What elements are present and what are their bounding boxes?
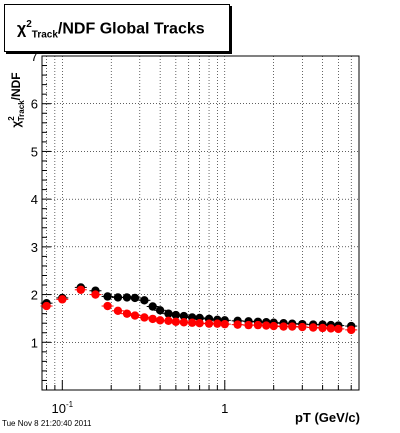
data-point [187, 318, 197, 327]
plot-frame [41, 55, 360, 391]
data-point [326, 324, 336, 333]
data-point [113, 293, 123, 302]
data-point [122, 309, 132, 318]
data-point [347, 325, 356, 335]
data-point [179, 318, 189, 327]
timestamp: Tue Nov 8 21:20:40 2011 [2, 419, 92, 428]
y-tick-label: 6 [31, 97, 38, 112]
data-point [288, 322, 297, 331]
y-tick-label: 1 [31, 335, 38, 350]
data-point [179, 311, 189, 321]
title-box: χ2Track/NDF Global Tracks [4, 4, 230, 52]
data-point [171, 317, 181, 326]
data-point [279, 322, 288, 331]
data-point [58, 295, 67, 304]
data-point [164, 316, 173, 326]
data-point [148, 302, 157, 311]
x-tick-label: 10-1 [52, 400, 74, 416]
data-point [91, 290, 100, 299]
y-axis-label: χ2Track/NDF [7, 72, 26, 127]
svg-text:χ2Track/NDF: χ2Track/NDF [7, 72, 26, 127]
data-point [244, 320, 253, 330]
x-tick-label: 1 [221, 401, 228, 416]
data-point [171, 310, 181, 320]
data-point [318, 323, 327, 333]
x-axis-label: pT (GeV/c) [295, 410, 360, 425]
data-point [269, 321, 278, 331]
data-point [164, 309, 173, 318]
data-point [262, 321, 271, 330]
data-point [155, 306, 165, 315]
data-point [253, 320, 263, 330]
data-point [213, 319, 222, 328]
data-points [40, 283, 358, 335]
y-tick-label: 7 [31, 49, 38, 64]
data-point [204, 319, 214, 328]
x-tick-labels: 10-1 1 [52, 400, 229, 416]
data-point [233, 320, 242, 329]
y-tick-label: 3 [31, 240, 38, 255]
grid-lines [42, 55, 359, 390]
data-point [155, 316, 165, 325]
data-point [42, 301, 51, 311]
data-point [140, 313, 149, 322]
y-tick-label: 2 [31, 288, 38, 303]
data-point [113, 306, 123, 315]
data-point [298, 322, 307, 332]
y-tick-labels: 1 2 3 4 5 6 7 [31, 49, 38, 350]
chart-title: χ2Track/NDF Global Tracks [17, 19, 205, 41]
data-point [76, 285, 86, 294]
y-tick-label: 5 [31, 144, 38, 159]
data-point [220, 319, 229, 329]
y-tick-label: 4 [31, 192, 38, 207]
data-point [103, 301, 112, 311]
data-point [334, 324, 343, 334]
data-point [130, 293, 140, 303]
axis-ticks [42, 55, 352, 391]
data-point [130, 311, 140, 320]
data-point [195, 319, 204, 328]
data-point [308, 323, 318, 332]
data-point [122, 293, 132, 302]
data-point [148, 314, 157, 324]
data-point [103, 292, 112, 301]
data-point [140, 296, 149, 305]
